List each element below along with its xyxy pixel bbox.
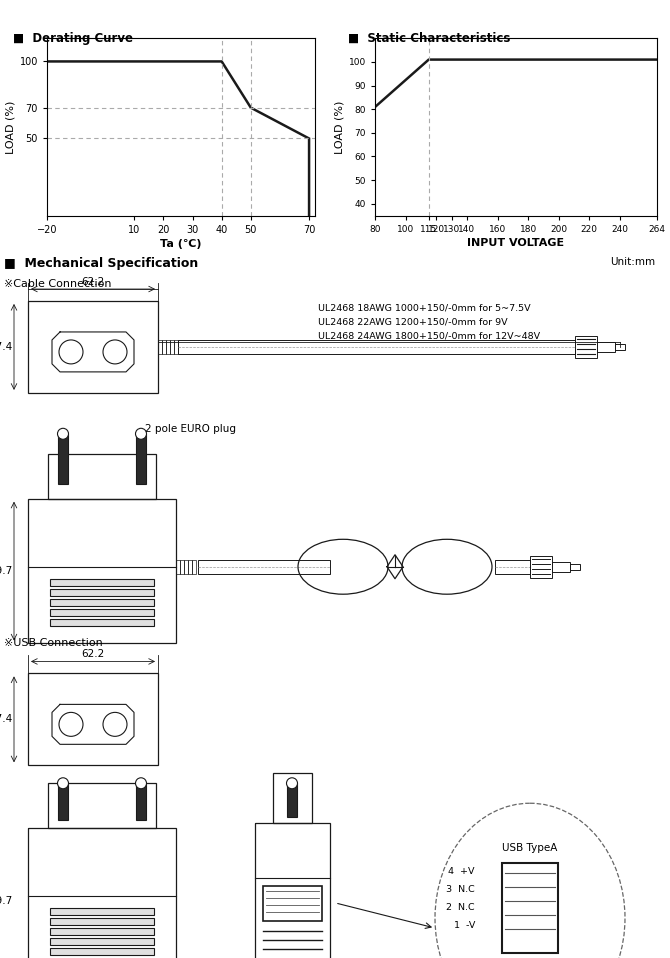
Text: 27.4: 27.4 bbox=[0, 342, 12, 352]
Bar bbox=[158, 340, 162, 354]
Bar bbox=[184, 559, 188, 574]
Circle shape bbox=[58, 428, 68, 440]
Circle shape bbox=[135, 778, 147, 788]
Bar bbox=[188, 559, 192, 574]
Bar bbox=[170, 340, 174, 354]
Text: 27.4: 27.4 bbox=[0, 715, 12, 724]
Y-axis label: LOAD (%): LOAD (%) bbox=[335, 101, 345, 153]
Text: 39.7: 39.7 bbox=[0, 566, 12, 576]
Bar bbox=[176, 559, 180, 574]
Bar bbox=[552, 561, 570, 572]
Text: 3  N.C: 3 N.C bbox=[446, 884, 475, 894]
Text: 39.7: 39.7 bbox=[0, 896, 12, 905]
Bar bbox=[136, 434, 146, 484]
Bar bbox=[502, 863, 558, 953]
Text: ※USB Connection: ※USB Connection bbox=[4, 638, 103, 649]
Bar bbox=[28, 829, 176, 958]
Bar bbox=[48, 454, 156, 499]
Circle shape bbox=[58, 778, 68, 788]
Bar bbox=[287, 784, 297, 817]
Text: 1  -V: 1 -V bbox=[454, 921, 475, 929]
Bar bbox=[166, 340, 170, 354]
Text: ■  Derating Curve: ■ Derating Curve bbox=[13, 32, 133, 45]
Bar bbox=[50, 608, 154, 616]
Bar bbox=[495, 559, 530, 574]
Bar bbox=[287, 784, 297, 817]
X-axis label: Ta (℃): Ta (℃) bbox=[160, 239, 202, 249]
Bar bbox=[50, 579, 154, 585]
Bar bbox=[50, 619, 154, 626]
Bar bbox=[530, 556, 552, 578]
Bar bbox=[50, 938, 154, 946]
Bar bbox=[575, 336, 597, 358]
Bar bbox=[180, 559, 184, 574]
Bar bbox=[58, 784, 68, 820]
Text: UL2468 24AWG 1800+150/-0mm for 12V~48V: UL2468 24AWG 1800+150/-0mm for 12V~48V bbox=[318, 332, 540, 341]
Bar bbox=[136, 784, 146, 820]
Bar bbox=[136, 434, 146, 484]
Bar bbox=[50, 589, 154, 596]
Ellipse shape bbox=[435, 803, 625, 958]
Text: Unit:mm: Unit:mm bbox=[610, 257, 655, 267]
Bar bbox=[174, 340, 178, 354]
Bar bbox=[28, 499, 176, 644]
Bar bbox=[615, 344, 625, 350]
Bar bbox=[136, 784, 146, 820]
Bar bbox=[58, 434, 68, 484]
Bar bbox=[28, 301, 158, 393]
Bar bbox=[178, 340, 575, 354]
Bar bbox=[58, 784, 68, 820]
Bar bbox=[50, 948, 154, 955]
Text: ■  Mechanical Specification: ■ Mechanical Specification bbox=[4, 257, 198, 270]
Circle shape bbox=[287, 778, 297, 788]
Text: USB TypeA: USB TypeA bbox=[502, 843, 557, 854]
Y-axis label: LOAD (%): LOAD (%) bbox=[5, 101, 15, 153]
Text: 2 pole EURO plug: 2 pole EURO plug bbox=[145, 423, 236, 434]
Bar bbox=[570, 563, 580, 570]
Bar bbox=[198, 559, 330, 574]
Bar bbox=[58, 434, 68, 484]
Bar bbox=[50, 918, 154, 925]
Bar bbox=[263, 886, 322, 922]
Bar bbox=[255, 823, 330, 958]
Text: 2  N.C: 2 N.C bbox=[446, 902, 475, 912]
Bar bbox=[28, 673, 158, 765]
Bar bbox=[50, 908, 154, 915]
Text: ※Cable Connection: ※Cable Connection bbox=[4, 279, 111, 289]
Text: 4  +V: 4 +V bbox=[448, 867, 475, 876]
X-axis label: INPUT VOLTAGE: INPUT VOLTAGE bbox=[468, 238, 564, 248]
Text: 62.2: 62.2 bbox=[81, 277, 105, 287]
Text: 62.2: 62.2 bbox=[81, 650, 105, 659]
Bar bbox=[162, 340, 166, 354]
Text: UL2468 18AWG 1000+150/-0mm for 5~7.5V: UL2468 18AWG 1000+150/-0mm for 5~7.5V bbox=[318, 304, 531, 313]
Bar bbox=[273, 773, 312, 823]
Bar bbox=[192, 559, 196, 574]
Bar bbox=[597, 342, 615, 352]
Circle shape bbox=[135, 428, 147, 440]
Text: UL2468 22AWG 1200+150/-0mm for 9V: UL2468 22AWG 1200+150/-0mm for 9V bbox=[318, 318, 508, 327]
Text: ■  Static Characteristics: ■ Static Characteristics bbox=[348, 32, 511, 45]
Bar bbox=[50, 928, 154, 935]
Bar bbox=[48, 784, 156, 829]
Bar bbox=[50, 599, 154, 605]
